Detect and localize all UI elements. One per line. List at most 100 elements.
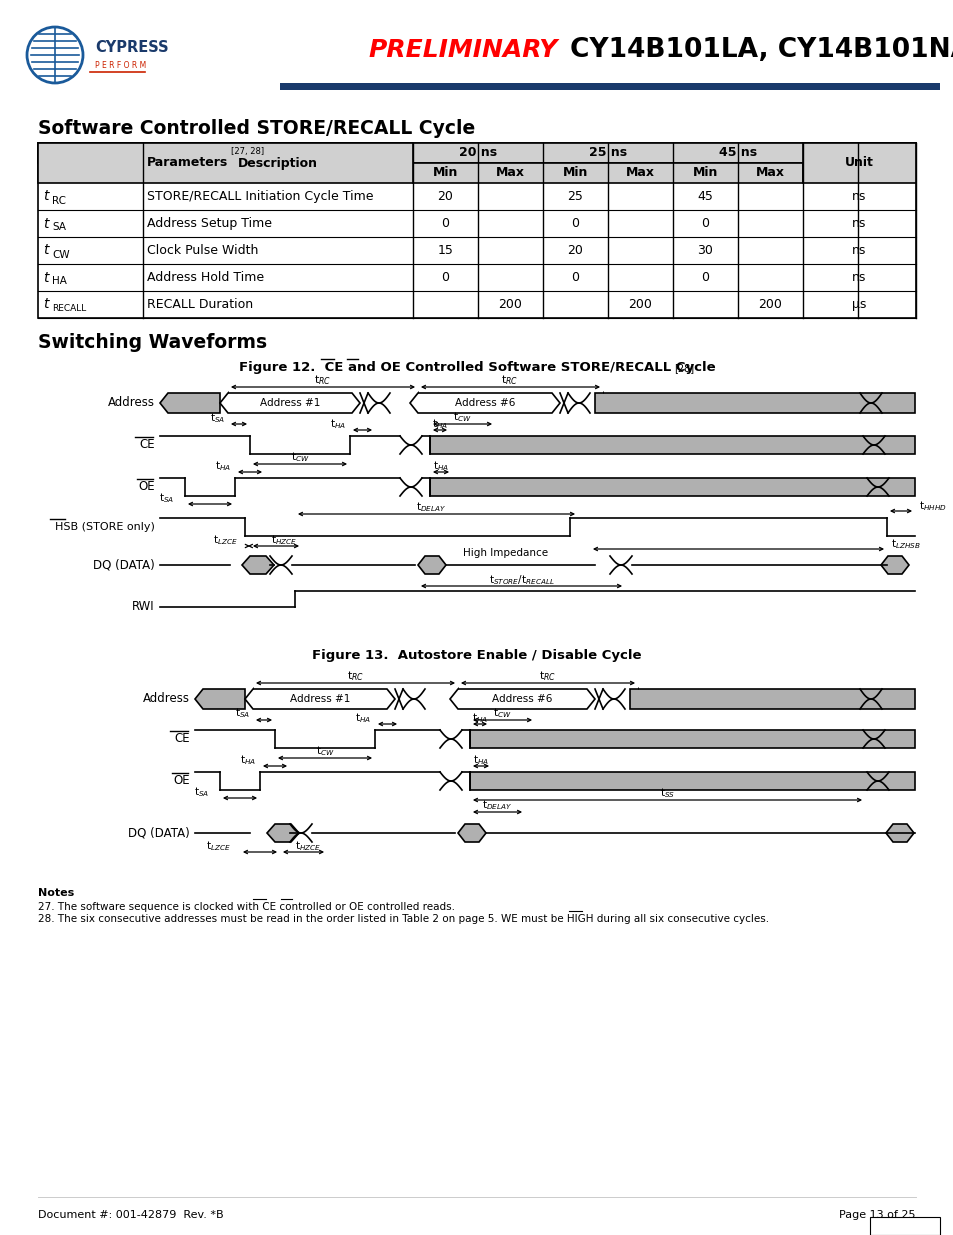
Text: 45 ns: 45 ns xyxy=(719,147,757,159)
Text: t$_{HA}$: t$_{HA}$ xyxy=(240,753,255,767)
Text: Min: Min xyxy=(562,167,588,179)
Text: t$_{CW}$: t$_{CW}$ xyxy=(492,706,511,720)
Polygon shape xyxy=(470,730,914,748)
Text: 200: 200 xyxy=(498,298,522,311)
Polygon shape xyxy=(595,393,914,412)
Text: 0: 0 xyxy=(441,270,449,284)
Polygon shape xyxy=(220,393,359,412)
Text: HA: HA xyxy=(52,277,67,287)
Text: DQ (DATA): DQ (DATA) xyxy=(128,826,190,840)
Text: CY14B101LA, CY14B101NA: CY14B101LA, CY14B101NA xyxy=(569,37,953,63)
Text: RC: RC xyxy=(52,195,66,205)
Bar xyxy=(869,1216,939,1235)
Text: 45: 45 xyxy=(697,190,713,203)
Text: t$_{DELAY}$: t$_{DELAY}$ xyxy=(482,798,512,811)
Text: t$_{CW}$: t$_{CW}$ xyxy=(315,745,334,758)
Polygon shape xyxy=(450,689,595,709)
Text: t$_{SA}$: t$_{SA}$ xyxy=(194,785,210,799)
Text: Unit: Unit xyxy=(844,157,873,169)
Text: t$_{SA}$: t$_{SA}$ xyxy=(235,706,251,720)
Text: t$_{HA}$: t$_{HA}$ xyxy=(433,459,449,473)
Text: SA: SA xyxy=(52,222,66,232)
Text: Max: Max xyxy=(755,167,784,179)
Text: t$_{RC}$: t$_{RC}$ xyxy=(314,373,332,387)
Polygon shape xyxy=(267,824,298,842)
Text: 20: 20 xyxy=(437,190,453,203)
Text: [28]: [28] xyxy=(673,363,694,373)
Text: 25 ns: 25 ns xyxy=(588,147,626,159)
Text: 25: 25 xyxy=(567,190,583,203)
Text: 27. The software sequence is clocked with CE controlled or OE controlled reads.: 27. The software sequence is clocked wit… xyxy=(38,902,455,911)
Text: Description: Description xyxy=(237,157,317,169)
Text: t$_{LZCE}$: t$_{LZCE}$ xyxy=(213,534,237,547)
Text: t: t xyxy=(43,216,49,231)
Text: 20 ns: 20 ns xyxy=(458,147,497,159)
Text: Address #1: Address #1 xyxy=(259,398,320,408)
Text: Notes: Notes xyxy=(38,888,74,898)
Text: Min: Min xyxy=(692,167,718,179)
Text: t: t xyxy=(43,189,49,204)
Text: RECALL: RECALL xyxy=(52,304,86,312)
Text: 20: 20 xyxy=(567,245,583,257)
Text: Document #: 001-42879  Rev. *B: Document #: 001-42879 Rev. *B xyxy=(38,1210,223,1220)
Text: t$_{HZCE}$: t$_{HZCE}$ xyxy=(295,839,321,853)
Text: ns: ns xyxy=(851,270,865,284)
Text: t$_{LZCE}$: t$_{LZCE}$ xyxy=(205,839,231,853)
Text: High Impedance: High Impedance xyxy=(463,548,548,558)
Text: t$_{HZCE}$: t$_{HZCE}$ xyxy=(271,534,296,547)
Text: t$_{HA}$: t$_{HA}$ xyxy=(473,753,489,767)
Text: Address #1: Address #1 xyxy=(290,694,350,704)
Text: Figure 13.  Autostore Enable / Disable Cycle: Figure 13. Autostore Enable / Disable Cy… xyxy=(312,650,641,662)
Text: t$_{RC}$: t$_{RC}$ xyxy=(538,669,556,683)
Polygon shape xyxy=(194,689,245,709)
Text: t: t xyxy=(43,270,49,284)
Text: CW: CW xyxy=(52,249,70,259)
Text: t$_{HA}$: t$_{HA}$ xyxy=(355,711,371,725)
Text: t$_{LZHSB}$: t$_{LZHSB}$ xyxy=(890,537,920,551)
Text: ns: ns xyxy=(851,217,865,230)
Text: ns: ns xyxy=(851,190,865,203)
Polygon shape xyxy=(430,436,914,454)
Text: DQ (DATA): DQ (DATA) xyxy=(93,558,154,572)
Text: Switching Waveforms: Switching Waveforms xyxy=(38,333,267,352)
Text: t$_{HA}$: t$_{HA}$ xyxy=(214,459,231,473)
Text: OE: OE xyxy=(138,480,154,494)
Polygon shape xyxy=(160,393,220,412)
Bar xyxy=(280,83,939,90)
Text: Max: Max xyxy=(625,167,655,179)
Text: Software Controlled STORE/RECALL Cycle: Software Controlled STORE/RECALL Cycle xyxy=(38,119,475,137)
Polygon shape xyxy=(470,772,914,790)
Text: RWI: RWI xyxy=(132,600,154,614)
Text: 0: 0 xyxy=(571,217,578,230)
Text: PRELIMINARY: PRELIMINARY xyxy=(368,38,557,62)
Text: t$_{STORE}$/t$_{RECALL}$: t$_{STORE}$/t$_{RECALL}$ xyxy=(488,573,554,587)
Text: 200: 200 xyxy=(628,298,652,311)
Text: t$_{SA}$: t$_{SA}$ xyxy=(211,411,226,425)
Text: t$_{HHHD}$: t$_{HHHD}$ xyxy=(918,499,945,513)
Text: CYPRESS: CYPRESS xyxy=(95,41,169,56)
Text: OE: OE xyxy=(173,774,190,788)
Text: t$_{DELAY}$: t$_{DELAY}$ xyxy=(416,500,446,514)
Text: Address Setup Time: Address Setup Time xyxy=(147,217,272,230)
Text: HSB (STORE only): HSB (STORE only) xyxy=(55,522,154,532)
Text: t$_{SA}$: t$_{SA}$ xyxy=(159,492,174,505)
Text: 0: 0 xyxy=(700,217,709,230)
Bar xyxy=(802,143,915,183)
Text: Page 13 of 25: Page 13 of 25 xyxy=(839,1210,915,1220)
Text: t$_{SS}$: t$_{SS}$ xyxy=(659,787,675,800)
Bar xyxy=(38,143,915,163)
Text: CE: CE xyxy=(139,438,154,452)
Text: 0: 0 xyxy=(571,270,578,284)
Text: Address: Address xyxy=(143,693,190,705)
Text: μs: μs xyxy=(851,298,865,311)
Text: P E R F O R M: P E R F O R M xyxy=(95,61,146,69)
Text: Min: Min xyxy=(433,167,457,179)
Polygon shape xyxy=(430,478,914,496)
Text: Address Hold Time: Address Hold Time xyxy=(147,270,264,284)
Text: Clock Pulse Width: Clock Pulse Width xyxy=(147,245,258,257)
Text: ns: ns xyxy=(851,245,865,257)
Bar xyxy=(38,143,413,183)
Text: t$_{HA}$: t$_{HA}$ xyxy=(472,711,488,725)
Bar xyxy=(38,143,915,317)
Text: 28. The six consecutive addresses must be read in the order listed in Table 2 on: 28. The six consecutive addresses must b… xyxy=(38,914,768,924)
